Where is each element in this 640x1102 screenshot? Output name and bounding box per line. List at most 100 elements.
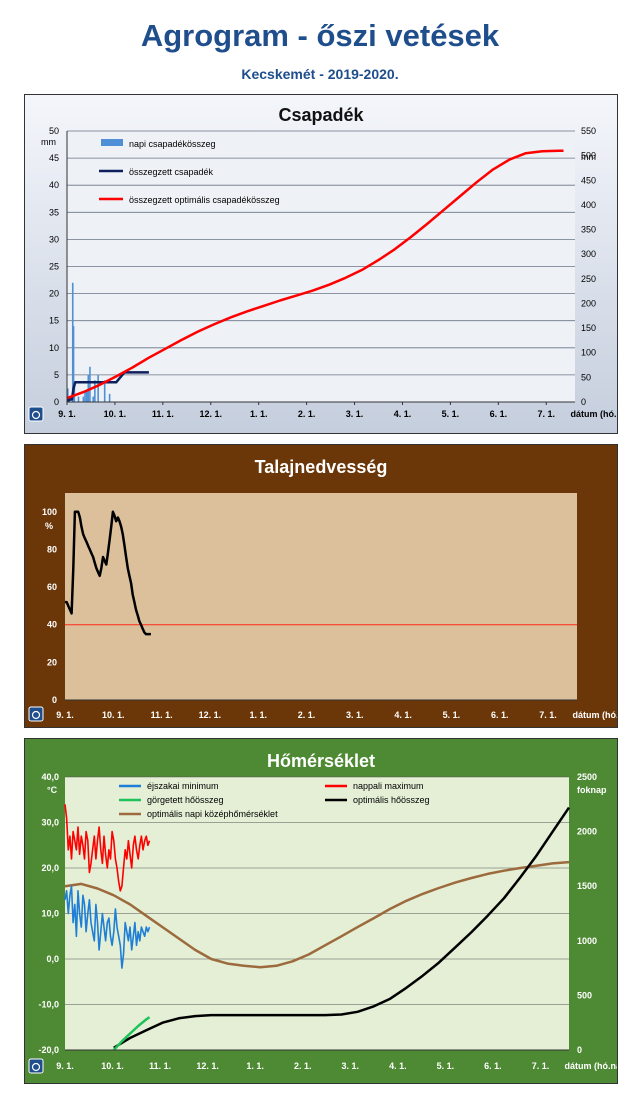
precipitation-bar xyxy=(67,388,69,402)
legend-label: optimális napi középhőmérséklet xyxy=(147,809,278,819)
x-tick-label: 6. 1. xyxy=(491,710,509,720)
optimal-heat-sum-line xyxy=(113,806,571,1049)
temperature-chart: -20,0 -10,0 0,0 10,0 20,0 30,0 40,0 0 500 1000 150… xyxy=(28,772,617,1074)
rolling-heat-sum-line xyxy=(112,1016,151,1051)
y2-axis-unit: foknap xyxy=(577,785,607,795)
soil-moisture-title: Talajnedvesség xyxy=(254,457,388,477)
y-tick-label: 10,0 xyxy=(41,909,59,919)
x-tick-label: 9. 1. xyxy=(56,710,74,720)
x-tick-label: 11. 1. xyxy=(152,409,174,419)
x-tick-label: 1. 1. xyxy=(249,710,267,720)
soil-moisture-line xyxy=(65,510,151,636)
x-tick-label: 7. 1. xyxy=(532,1061,550,1071)
precipitation-bar xyxy=(108,393,111,402)
y-tick-label: 25 xyxy=(49,262,59,272)
precipitation-bar xyxy=(72,326,75,402)
x-tick-label: 6. 1. xyxy=(490,409,508,419)
omsz-logo-icon xyxy=(28,1058,44,1074)
page-subtitle: Kecskemét - 2019-2020. xyxy=(241,66,399,82)
x-tick-label: 4. 1. xyxy=(394,710,412,720)
y2-tick-label: 350 xyxy=(581,225,596,235)
y-axis-unit: % xyxy=(45,521,53,531)
y-tick-label: 50 xyxy=(49,126,59,136)
legend-swatch xyxy=(101,139,123,146)
omsz-logo-icon xyxy=(28,706,44,722)
y-tick-label: 100 xyxy=(42,507,57,517)
x-tick-label: 12. 1. xyxy=(196,1061,219,1071)
y-tick-label: 30 xyxy=(49,234,59,244)
omsz-logo-icon xyxy=(28,406,44,422)
y2-tick-label: 0 xyxy=(577,1045,582,1055)
x-tick-label: 12. 1. xyxy=(200,409,223,419)
y-tick-label: 0 xyxy=(54,397,59,407)
x-tick-label: 12. 1. xyxy=(199,710,222,720)
omsz-logo-icon xyxy=(31,410,41,420)
soil-moisture-chart: 0 20 40 60 80 100% 9. 1. 10. 1. 11. 1. 12. 1. 1. 1… xyxy=(28,493,618,722)
x-axis-label: dátum (hó.nap) xyxy=(573,710,618,720)
y-axis-unit: mm xyxy=(41,137,56,147)
x-tick-label: 2. 1. xyxy=(298,710,316,720)
y2-tick-label: 400 xyxy=(581,200,596,210)
nightly-min-line xyxy=(64,885,151,969)
y-tick-label: 40 xyxy=(49,180,59,190)
y2-tick-label: 150 xyxy=(581,323,596,333)
y-tick-label: 20 xyxy=(47,657,57,667)
x-tick-label: 6. 1. xyxy=(484,1061,502,1071)
y2-tick-label: 300 xyxy=(581,249,596,259)
precipitation-bar xyxy=(85,391,88,402)
optimal-precip-line xyxy=(66,149,564,400)
y-tick-label: 0 xyxy=(52,695,57,705)
x-tick-label: 3. 1. xyxy=(346,710,364,720)
y-tick-label: 20 xyxy=(49,289,59,299)
x-tick-label: 3. 1. xyxy=(342,1061,360,1071)
y-tick-label: 45 xyxy=(49,153,59,163)
legend-label: optimális hőösszeg xyxy=(353,795,430,805)
y2-axis-unit: mm xyxy=(581,152,596,162)
legend-label: összegzett csapadék xyxy=(129,167,214,177)
legend-label: görgetett hőösszeg xyxy=(147,795,224,805)
x-tick-label: 2. 1. xyxy=(298,409,316,419)
precipitation-bar xyxy=(82,396,85,402)
x-tick-label: 4. 1. xyxy=(394,409,412,419)
x-tick-label: 2. 1. xyxy=(294,1061,312,1071)
x-tick-label: 10. 1. xyxy=(104,409,127,419)
precipitation-chart: 0510152025303540455005010015020025030035… xyxy=(28,126,618,422)
y-tick-label: 80 xyxy=(47,544,57,554)
y2-tick-label: 2000 xyxy=(577,827,597,837)
x-tick-label: 3. 1. xyxy=(346,409,364,419)
y2-tick-label: 0 xyxy=(581,397,586,407)
y2-tick-label: 50 xyxy=(581,372,591,382)
x-tick-label: 11. 1. xyxy=(151,710,173,720)
soil-moisture-panel: Talajnedvesség 0 20 40 60 80 100% 9. 1. 10. 1. 1… xyxy=(24,444,618,728)
legend-label: nappali maximum xyxy=(353,781,424,791)
x-tick-label: 10. 1. xyxy=(101,1061,124,1071)
y-tick-label: 5 xyxy=(54,370,59,380)
x-tick-label: 11. 1. xyxy=(149,1061,171,1071)
x-tick-label: 1. 1. xyxy=(246,1061,264,1071)
y-tick-label: 40 xyxy=(47,620,57,630)
omsz-logo-icon xyxy=(31,1062,41,1072)
precipitation-bar xyxy=(89,366,91,402)
x-tick-label: 7. 1. xyxy=(539,710,557,720)
x-tick-label: 5. 1. xyxy=(442,409,460,419)
y2-tick-label: 1500 xyxy=(577,881,597,891)
y2-tick-label: 2500 xyxy=(577,772,597,782)
y-tick-label: 20,0 xyxy=(41,863,59,873)
cumulative-precip-line xyxy=(66,371,149,402)
precipitation-bar xyxy=(84,391,86,402)
omsz-logo-icon xyxy=(31,710,41,720)
y-tick-label: 0,0 xyxy=(46,954,59,964)
y-tick-label: 35 xyxy=(49,207,59,217)
y-tick-label: -10,0 xyxy=(38,1000,59,1010)
legend-label: napi csapadékösszeg xyxy=(129,139,216,149)
x-axis-label: dátum (hó.nap) xyxy=(571,409,618,419)
plot-area xyxy=(65,493,577,700)
y2-tick-label: 200 xyxy=(581,298,596,308)
y2-tick-label: 500 xyxy=(577,990,592,1000)
x-tick-label: 10. 1. xyxy=(102,710,125,720)
y-tick-label: 30,0 xyxy=(41,818,59,828)
daily-max-line xyxy=(64,804,151,892)
y2-tick-label: 500 xyxy=(581,151,596,161)
y-tick-label: -20,0 xyxy=(38,1045,59,1055)
y2-tick-label: 450 xyxy=(581,175,596,185)
